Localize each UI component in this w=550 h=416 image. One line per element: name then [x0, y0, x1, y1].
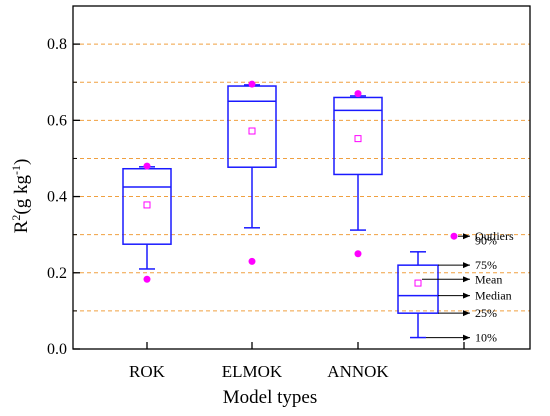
mean-marker: [143, 201, 151, 209]
plot-frame: [72, 5, 531, 350]
y-tick-label: 0.4: [47, 189, 67, 206]
y-tick-label: 0.6: [47, 112, 67, 129]
outlier-point: [248, 80, 256, 88]
mean-marker: [414, 279, 422, 287]
y-axis-title-main: R: [11, 220, 32, 233]
x-axis-ticks: ROK ELMOK ANNOK: [129, 342, 465, 381]
x-tick-label: ANNOK: [327, 362, 389, 381]
outlier-point: [143, 162, 151, 170]
y-axis-title: R2(g kg-1): [9, 159, 32, 234]
elmok-box: [227, 80, 277, 265]
annok-box: [333, 90, 383, 258]
legend-outlier-point: [450, 232, 458, 240]
rok-box: [122, 162, 172, 283]
y-tick-label: 0.2: [47, 265, 67, 282]
y-axis-title-unit: (g kg: [11, 175, 32, 215]
outlier-point: [248, 257, 256, 265]
y-axis-title-close: ): [11, 159, 32, 165]
iqr-box: [122, 167, 172, 245]
mean-marker: [248, 127, 256, 135]
iqr-box: [397, 264, 439, 314]
iqr-box: [333, 96, 383, 176]
y-axis-title-unit-sup: -1: [9, 165, 23, 175]
y-tick-label: 0.8: [47, 36, 67, 53]
y-axis-ticks: 0.0 0.2 0.4 0.6 0.8: [47, 5, 80, 358]
legend-label-p90: 90%: [475, 233, 497, 247]
outlier-point: [354, 250, 362, 258]
box-series: [122, 80, 383, 283]
x-tick-label: ROK: [129, 362, 166, 381]
legend-label-mean: Mean: [475, 272, 502, 286]
legend-label-outliers: Outliers: [475, 229, 514, 243]
outlier-point: [354, 90, 362, 98]
iqr-box: [227, 85, 277, 168]
legend-label-p25: 25%: [475, 306, 497, 320]
outlier-point: [143, 275, 151, 283]
x-axis-title: Model types: [223, 387, 317, 408]
legend-label-p75: 75%: [475, 258, 497, 272]
x-tick-label: ELMOK: [222, 362, 283, 381]
legend-label-p10: 10%: [475, 331, 497, 345]
legend-box: [397, 251, 439, 339]
mean-marker: [354, 135, 362, 143]
legend-label-median: Median: [475, 289, 512, 303]
y-tick-label: 0.0: [47, 341, 67, 358]
y-axis-title-sup: 2: [9, 215, 23, 221]
grid-lines: [73, 43, 530, 312]
